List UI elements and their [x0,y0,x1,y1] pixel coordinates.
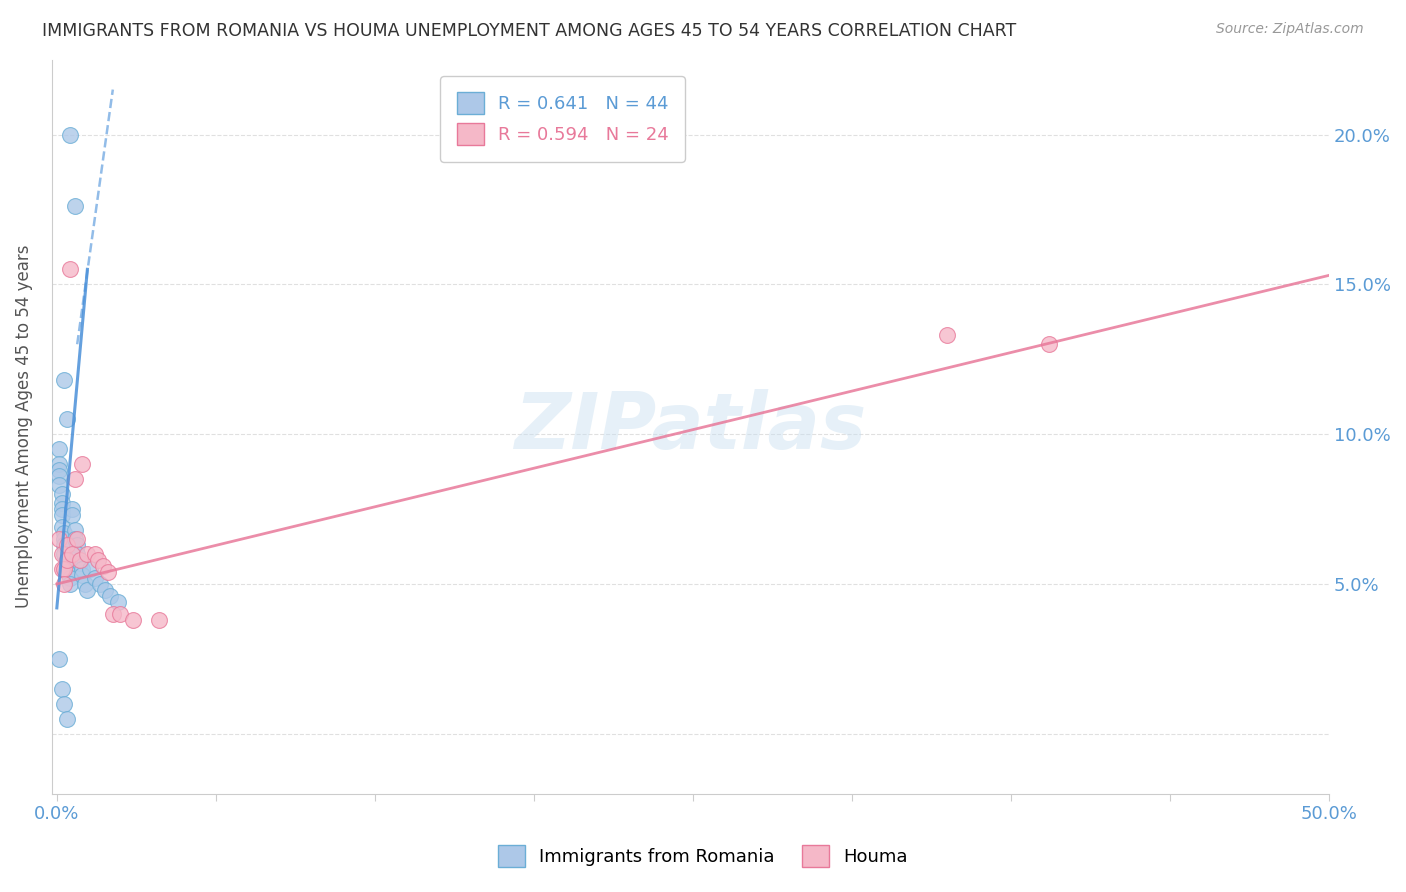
Point [58,577,80,591]
Point [94,582,117,597]
Point [98,589,121,603]
Point [63,532,86,546]
Text: IMMIGRANTS FROM ROMANIA VS HOUMA UNEMPLOYMENT AMONG AGES 45 TO 54 YEARS CORRELAT: IMMIGRANTS FROM ROMANIA VS HOUMA UNEMPLO… [42,22,1017,40]
Point [69,553,91,567]
Point [56,558,79,573]
Text: ZIPatlas: ZIPatlas [515,389,866,465]
Point [56,412,79,426]
Point [56,553,79,567]
Point [53,526,76,541]
Point [53,577,76,591]
Point [89,577,111,591]
Point [48,463,70,477]
Point [58,262,80,277]
Point [63,199,86,213]
Point [60,547,83,561]
Point [72,457,94,471]
Point [84,547,107,561]
Point [58,571,80,585]
Point [1038,337,1060,351]
Point [936,328,959,343]
Point [53,373,76,387]
Point [58,128,80,142]
Point [148,613,170,627]
Point [53,547,76,561]
Point [56,565,79,579]
Point [60,508,83,522]
Point [51,508,73,522]
Point [101,607,124,621]
Point [122,613,145,627]
Point [51,487,73,501]
Point [53,697,76,711]
Point [72,568,94,582]
Point [51,502,73,516]
Point [51,520,73,534]
Point [66,532,89,546]
Legend: Immigrants from Romania, Houma: Immigrants from Romania, Houma [491,838,915,874]
Point [53,562,76,576]
Point [72,562,94,576]
Point [56,712,79,726]
Point [91,558,114,573]
Point [51,681,73,696]
Point [51,496,73,510]
Point [48,652,70,666]
Point [48,457,70,471]
Point [63,523,86,537]
Point [53,538,76,552]
Point [66,547,89,561]
Y-axis label: Unemployment Among Ages 45 to 54 years: Unemployment Among Ages 45 to 54 years [15,245,32,608]
Point [76,582,98,597]
Point [51,562,73,576]
Point [63,472,86,486]
Point [53,532,76,546]
Point [110,607,132,621]
Point [107,595,129,609]
Point [60,502,83,516]
Point [48,469,70,483]
Point [79,562,101,576]
Point [76,547,98,561]
Point [56,553,79,567]
Point [97,565,120,579]
Point [48,442,70,456]
Point [69,556,91,570]
Point [51,547,73,561]
Point [84,571,107,585]
Point [66,538,89,552]
Point [56,538,79,552]
Point [48,478,70,492]
Point [48,532,70,546]
Point [86,553,108,567]
Legend: R = 0.641   N = 44, R = 0.594   N = 24: R = 0.641 N = 44, R = 0.594 N = 24 [440,76,685,161]
Text: Source: ZipAtlas.com: Source: ZipAtlas.com [1216,22,1364,37]
Point [73,577,96,591]
